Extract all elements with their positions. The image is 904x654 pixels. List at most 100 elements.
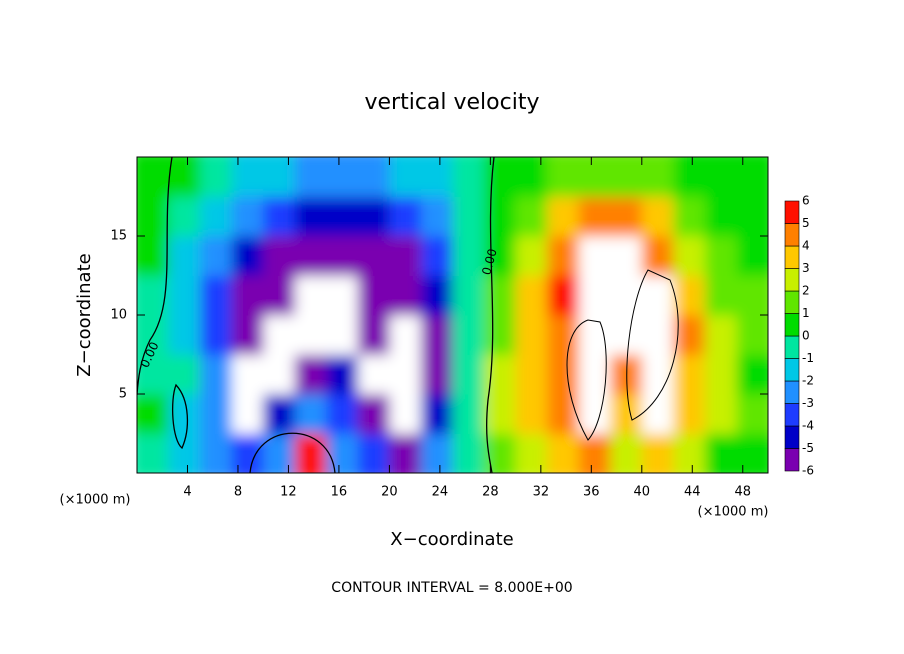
field-cell — [294, 315, 327, 355]
field-cell — [673, 433, 706, 473]
field — [137, 157, 768, 473]
field-cell — [326, 196, 359, 237]
x-tick-label: 36 — [583, 485, 600, 500]
x-tick-label: 8 — [234, 485, 242, 500]
field-cell — [578, 275, 611, 316]
field-cell — [326, 157, 359, 197]
colorbar-swatch — [784, 403, 800, 427]
x-tick-label: 44 — [684, 485, 701, 500]
colorbar-swatch — [784, 245, 800, 269]
field-cell — [326, 236, 359, 276]
field-cell — [673, 315, 706, 355]
field-cell — [231, 196, 264, 237]
field-cell — [736, 275, 768, 316]
field-cell — [452, 315, 485, 355]
contour-line — [249, 432, 336, 473]
colorbar-swatch — [784, 268, 800, 292]
field-cell — [420, 315, 453, 355]
x-unit-label: (×1000 m) — [60, 493, 131, 508]
field-cell — [704, 196, 737, 237]
colorbar: -6 -5 -4 -3 -2 -1 0 1 2 3 4 5 6 — [784, 194, 814, 478]
field-cell — [294, 433, 327, 473]
field-cell — [357, 433, 390, 473]
field-cell — [547, 236, 580, 276]
field-cell — [357, 315, 390, 355]
field-cell — [673, 196, 706, 237]
field-cell — [452, 275, 485, 316]
field-cell — [484, 236, 517, 276]
colorbar-tick-label: 3 — [802, 261, 810, 275]
field-cell — [484, 196, 517, 237]
field-cell — [389, 394, 422, 434]
field-cell — [736, 354, 768, 395]
contour-line — [137, 157, 173, 396]
field-cell — [420, 394, 453, 434]
colorbar-swatch — [784, 448, 800, 472]
field-cell — [515, 196, 548, 237]
colorbar-swatch — [784, 358, 800, 382]
field-cell — [294, 157, 327, 197]
contour-line — [172, 383, 189, 450]
field-cell — [610, 394, 643, 434]
x-tick-label: 20 — [381, 485, 398, 500]
field-cell — [452, 354, 485, 395]
x-tick-label: 40 — [634, 485, 651, 500]
field-cell — [547, 315, 580, 355]
field-cell — [610, 196, 643, 237]
y-tick-label: 15 — [110, 229, 127, 244]
x-tick-label: 4 — [183, 485, 191, 500]
field-cell — [547, 157, 580, 197]
colorbar-swatch — [784, 200, 800, 224]
field-cell — [137, 157, 170, 197]
field-cell — [326, 394, 359, 434]
colorbar-tick-label: 6 — [802, 194, 810, 208]
colorbar-swatch — [784, 335, 800, 359]
field-cell — [484, 394, 517, 434]
field-cell — [389, 157, 422, 197]
field-cell — [200, 354, 233, 395]
field-cell — [263, 275, 296, 316]
field-cell — [578, 196, 611, 237]
field-cell — [389, 196, 422, 237]
colorbar-tick-label: -1 — [802, 351, 814, 365]
field-cell — [515, 275, 548, 316]
field-cell — [294, 354, 327, 395]
field-cell — [357, 236, 390, 276]
x-tick-label: 28 — [482, 485, 499, 500]
field-cell — [231, 433, 264, 473]
field-cell — [200, 394, 233, 434]
field-cell — [673, 157, 706, 197]
field-cell — [515, 433, 548, 473]
x-unit-label: (×1000 m) — [698, 505, 769, 520]
field-cell — [389, 354, 422, 395]
field-cell — [168, 236, 201, 276]
footer: CONTOUR INTERVAL = 8.000E+00 — [331, 580, 572, 596]
field-cell — [673, 394, 706, 434]
field-cell — [231, 315, 264, 355]
field-cell — [326, 354, 359, 395]
field-cell — [515, 236, 548, 276]
field-cell — [641, 394, 674, 434]
field-cell — [137, 236, 170, 276]
field-cell — [578, 394, 611, 434]
field-cell — [357, 196, 390, 237]
field-cell — [263, 157, 296, 197]
contour-line — [566, 319, 607, 441]
field-cell — [231, 157, 264, 197]
field-cell — [420, 196, 453, 237]
field-cell — [200, 236, 233, 276]
field-cell — [168, 275, 201, 316]
field-cell — [547, 354, 580, 395]
field-cell — [357, 394, 390, 434]
field-cell — [326, 315, 359, 355]
field-cell — [736, 236, 768, 276]
field-cell — [578, 157, 611, 197]
y-axis-label: Z−coordinate — [74, 253, 95, 376]
field-cell — [137, 433, 170, 473]
x-tick-label: 12 — [280, 485, 297, 500]
field-cell — [641, 275, 674, 316]
field-cell — [231, 275, 264, 316]
colorbar-swatch — [784, 425, 800, 449]
field-cell — [484, 157, 517, 197]
